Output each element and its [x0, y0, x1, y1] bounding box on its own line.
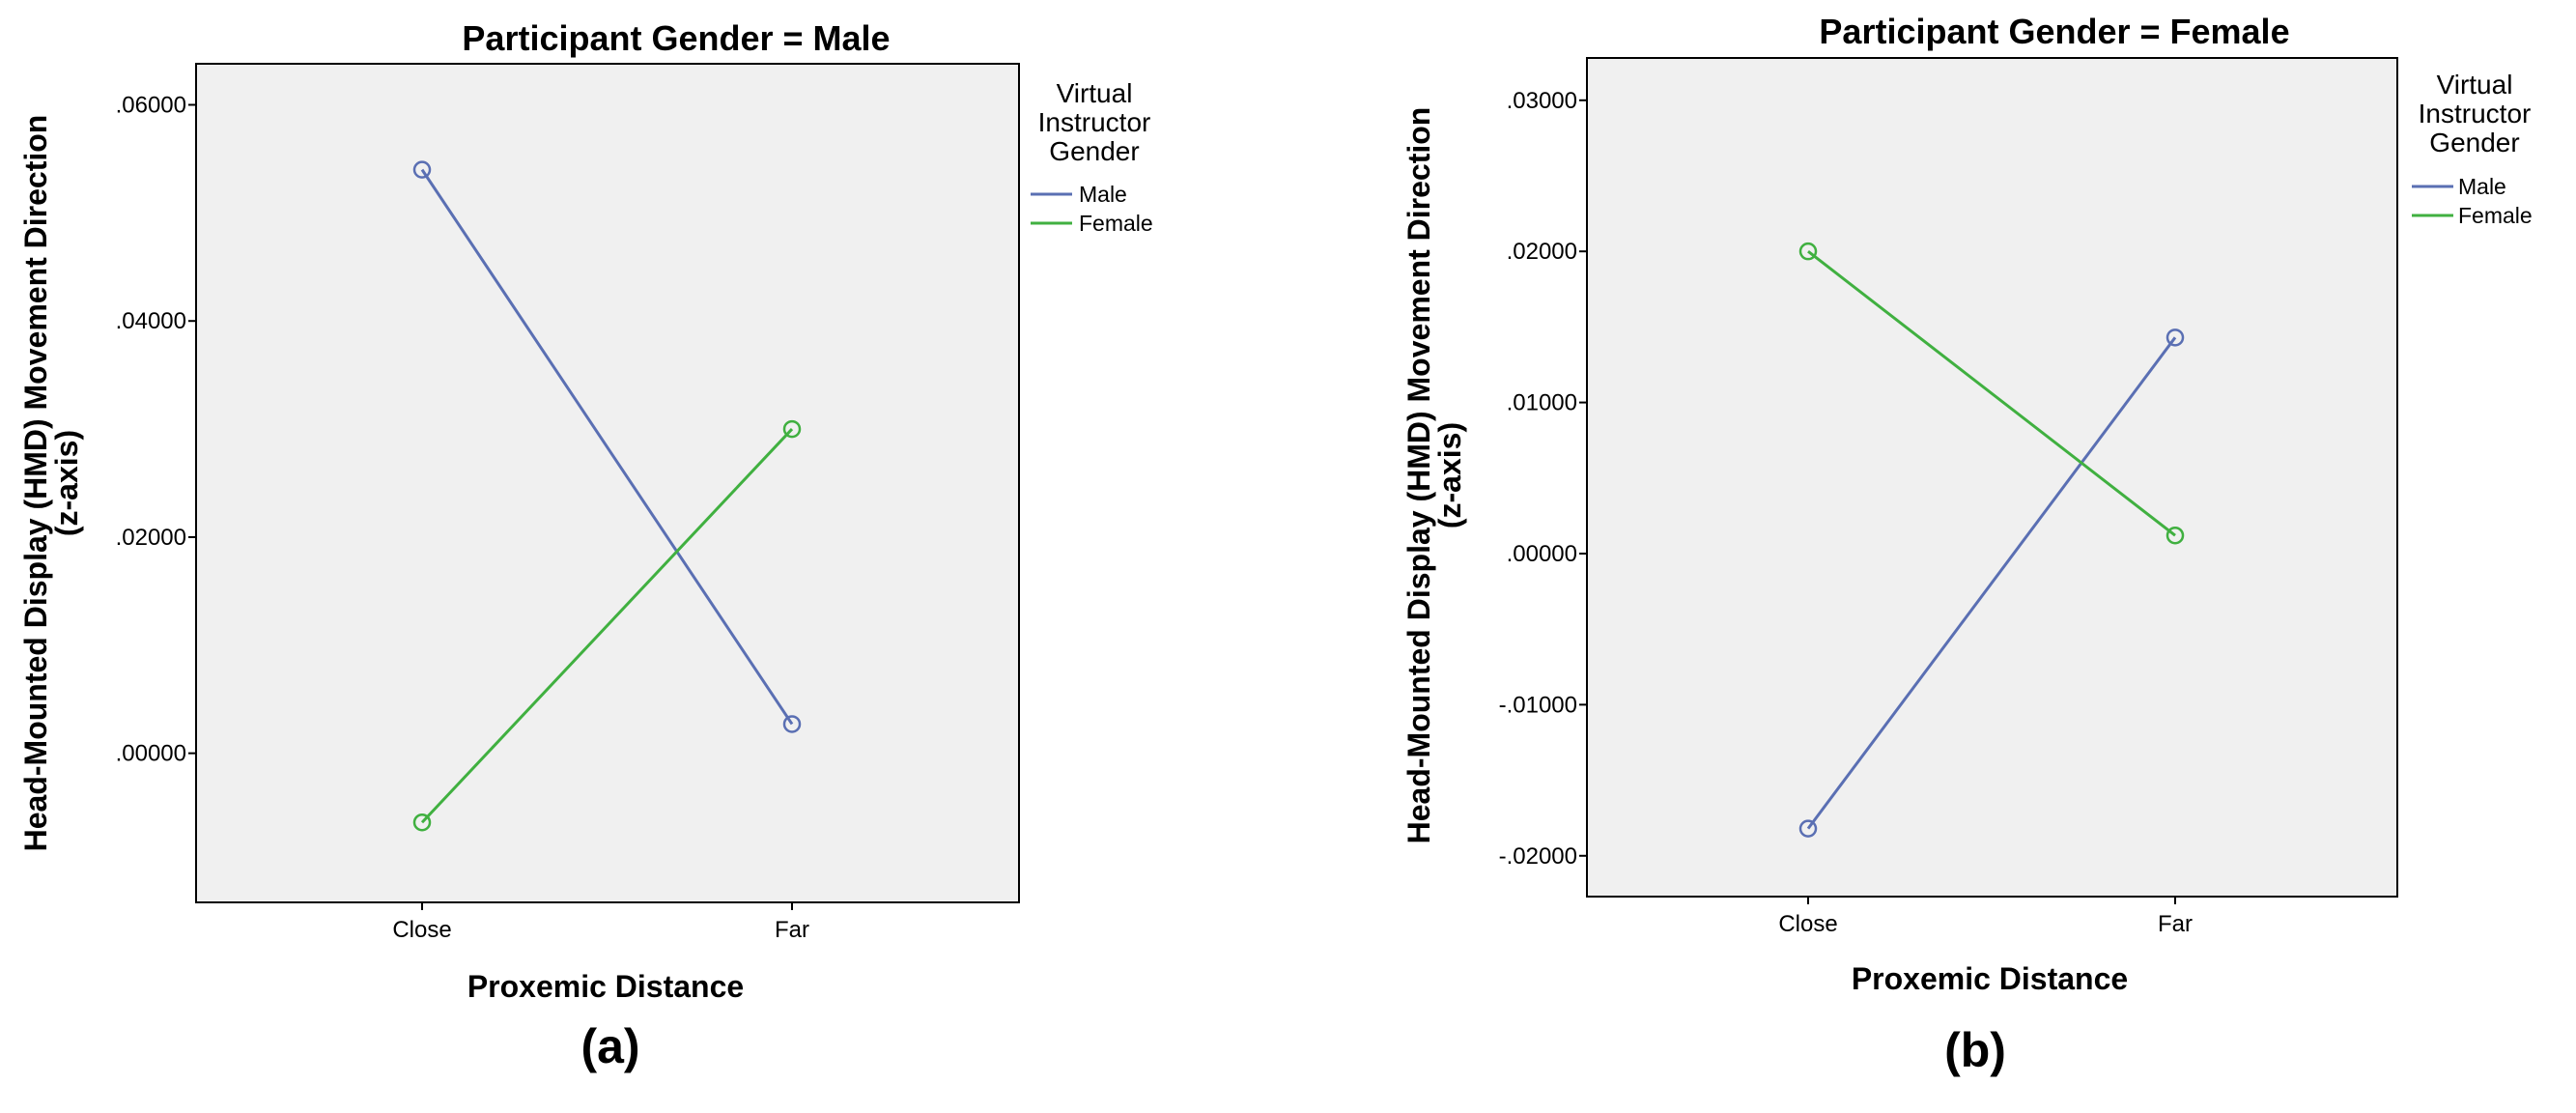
panel-a: Participant Gender = Male .00000.02000.0…: [18, 18, 1153, 1073]
panel-b-y-tick-label: .02000: [1507, 239, 1577, 265]
panel-b-legend-label-male: Male: [2458, 174, 2506, 199]
panel-a-legend-title-line1: Virtual: [1057, 78, 1133, 108]
panel-a-x-ticks: Close Far: [392, 902, 809, 943]
panel-b-y-axis-title: Head-Mounted Display (HMD) Movement Dire…: [1401, 107, 1436, 844]
panel-b-x-ticks: Close Far: [1778, 897, 2193, 937]
panel-a-legend-label-female: Female: [1079, 211, 1153, 236]
panel-b-legend-title-line3: Gender: [2429, 128, 2519, 157]
panel-a-x-axis-title: Proxemic Distance: [467, 969, 744, 1004]
panel-a-series-male-line: [420, 168, 794, 726]
panel-b-series-female-point-close: [1798, 242, 1818, 261]
panel-b: Participant Gender = Female -.02000 -.010…: [1401, 12, 2533, 1077]
panel-b-series-female-line: [1807, 250, 2176, 537]
panel-a-title: Participant Gender = Male: [462, 18, 890, 58]
panel-a-plot-area: [195, 63, 1020, 903]
panel-a-y-axis-title: Head-Mounted Display (HMD) Movement Dire…: [18, 115, 53, 852]
panel-a-y-ticks: .00000 .02000 .04000 .06000: [116, 93, 196, 767]
panel-b-y-tick-label: .03000: [1507, 88, 1577, 114]
panel-b-legend-label-female: Female: [2458, 203, 2533, 228]
panel-a-y-tick-label: .00000: [116, 741, 186, 767]
panel-a-series-female-line: [420, 428, 794, 824]
panel-b-caption: (b): [1944, 1023, 2006, 1077]
panel-b-x-axis-title: Proxemic Distance: [1852, 961, 2128, 996]
panel-a-legend-title-line2: Instructor: [1038, 107, 1151, 137]
panel-b-series-group: [1798, 242, 2185, 838]
panel-a-y-axis-title-line2: (z-axis): [49, 430, 84, 536]
panel-b-y-tick-label: -.01000: [1499, 692, 1577, 718]
panel-a-y-tick-label: .06000: [116, 93, 186, 119]
panel-a-series-male-point-far: [782, 715, 802, 733]
panel-a-series-female-point-far: [782, 419, 802, 439]
panel-b-y-tick-label: .01000: [1507, 390, 1577, 416]
panel-b-plot-area: [1586, 57, 2398, 898]
panel-a-legend: Virtual Instructor Gender Male Female: [1031, 78, 1153, 236]
panel-a-legend-label-male: Male: [1079, 182, 1127, 207]
panel-b-series-female-point-far: [2166, 526, 2185, 545]
panel-a-series-group: [412, 160, 802, 832]
panel-b-x-tick-label: Far: [2158, 911, 2193, 937]
panel-b-y-ticks: -.02000 -.01000 .00000 .01000 .02000 .03000: [1499, 88, 1587, 870]
panel-a-legend-title-line3: Gender: [1049, 136, 1139, 166]
panel-a-series-female-point-close: [412, 813, 432, 832]
panel-b-y-axis-title-line2: (z-axis): [1432, 422, 1467, 528]
panel-b-series-male-point-close: [1798, 819, 1818, 838]
panel-a-series-male-point-close: [412, 160, 432, 179]
panel-b-y-tick-label: .00000: [1507, 541, 1577, 567]
panel-a-y-tick-label: .02000: [116, 525, 186, 551]
panel-b-series-male-line: [1806, 336, 2177, 830]
panel-b-x-tick-label: Close: [1778, 911, 1837, 937]
panel-b-series-male-point-far: [2166, 328, 2185, 347]
panel-b-legend-title-line1: Virtual: [2437, 70, 2513, 100]
panel-a-x-tick-label: Close: [392, 917, 451, 943]
panel-a-caption: (a): [580, 1019, 639, 1073]
panel-b-y-tick-label: -.02000: [1499, 843, 1577, 870]
panel-a-x-tick-label: Far: [775, 917, 809, 943]
panel-b-legend-title-line2: Instructor: [2419, 99, 2532, 128]
panel-b-legend: Virtual Instructor Gender Male Female: [2412, 70, 2533, 228]
panel-a-y-tick-label: .04000: [116, 308, 186, 334]
panel-b-title: Participant Gender = Female: [1819, 12, 2289, 51]
